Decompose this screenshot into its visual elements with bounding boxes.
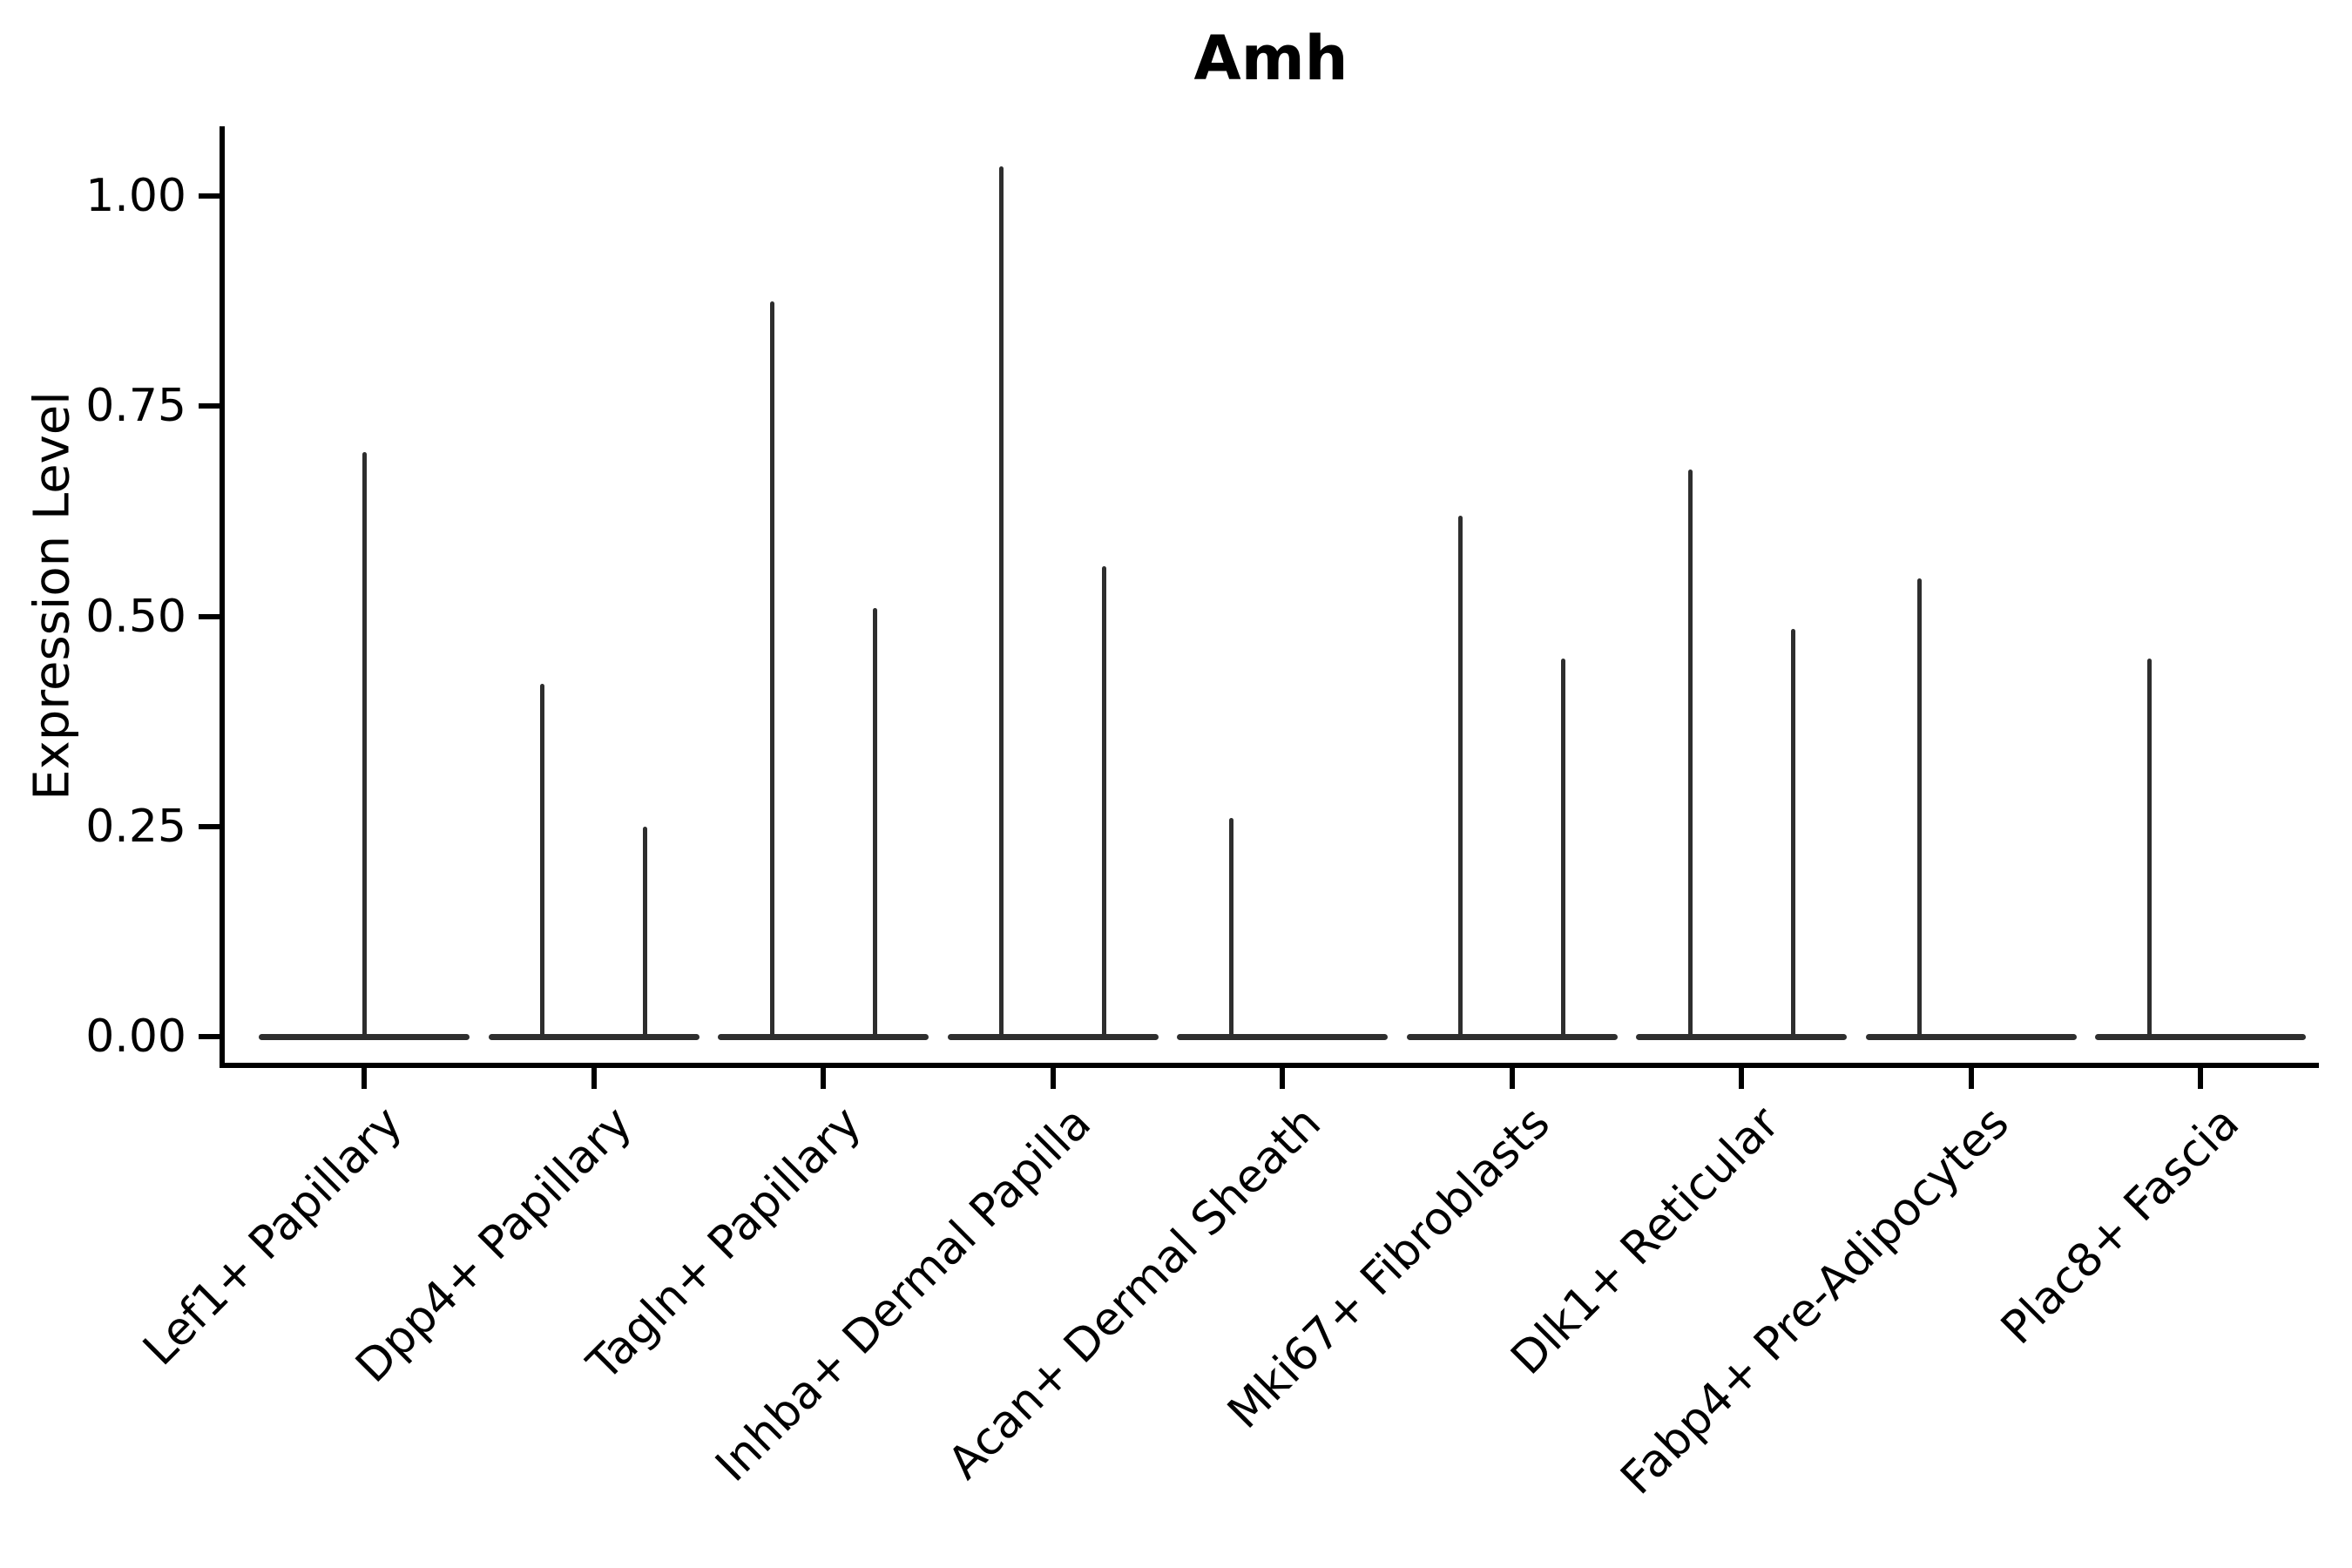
y-tick-mark [199, 613, 220, 619]
violin-spike [872, 607, 877, 1037]
x-tick-mark [1050, 1068, 1056, 1089]
violin-baseline [2095, 1033, 2306, 1040]
violin-baseline [947, 1033, 1159, 1040]
violin-spike [1917, 578, 1922, 1037]
violin-baseline [259, 1033, 470, 1040]
x-tick-mark [362, 1068, 367, 1089]
y-axis-spine [220, 126, 225, 1068]
violin-baseline [1177, 1033, 1388, 1040]
y-tick-mark [199, 193, 220, 199]
violin-spike [540, 683, 544, 1037]
violin-baseline [1636, 1033, 1847, 1040]
x-tick-mark [591, 1068, 597, 1089]
violin-spike [1561, 658, 1565, 1037]
y-tick-label: 0.25 [85, 800, 186, 853]
y-tick-label: 0.00 [85, 1010, 186, 1063]
x-tick-mark [1280, 1068, 1285, 1089]
violin-spike [643, 826, 647, 1037]
y-tick-label: 0.75 [85, 380, 186, 433]
x-axis-label: Acan+ Dermal Sheath [937, 1097, 1331, 1490]
violin-baseline [1865, 1033, 2077, 1040]
x-axis-spine [220, 1063, 2319, 1068]
y-tick-label: 1.00 [85, 170, 186, 222]
violin-spike [1458, 515, 1463, 1037]
violin-baseline [488, 1033, 700, 1040]
x-axis-label: Inhba+ Dermal Papilla [706, 1097, 1102, 1492]
y-tick-mark [199, 403, 220, 409]
x-tick-mark [1739, 1068, 1744, 1089]
violin-spike [1228, 818, 1233, 1037]
x-axis-label: Fabp4+ Pre-Adipocytes [1611, 1097, 2020, 1505]
y-tick-label: 0.50 [85, 590, 186, 643]
x-tick-mark [821, 1068, 826, 1089]
y-tick-mark [199, 823, 220, 829]
violin-spike [2146, 658, 2152, 1037]
violin-spike [362, 452, 367, 1037]
violin-baseline [718, 1033, 929, 1040]
y-tick-mark [199, 1034, 220, 1039]
x-axis-label: Plac8+ Fascia [1990, 1097, 2249, 1355]
plot-title: Amh [1193, 23, 1348, 94]
violin-spike [1790, 628, 1795, 1037]
x-tick-mark [1968, 1068, 1974, 1089]
violin-spike [999, 166, 1004, 1037]
violin-spike [1687, 469, 1693, 1037]
x-tick-mark [2198, 1068, 2203, 1089]
violin-spike [1102, 565, 1106, 1037]
violin-spike [769, 301, 774, 1037]
x-tick-mark [1509, 1068, 1515, 1089]
violin-baseline [1406, 1033, 1618, 1040]
